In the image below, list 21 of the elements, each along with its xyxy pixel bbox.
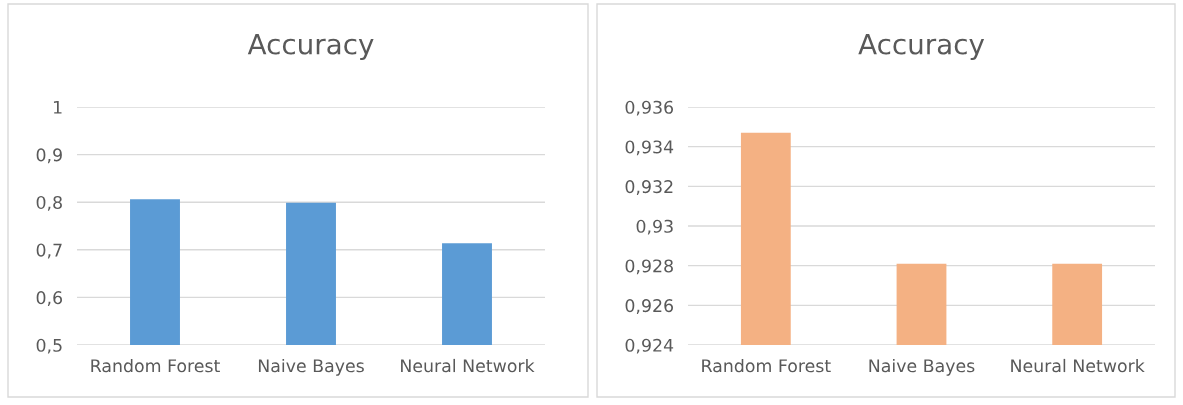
x-tick-label: Neural Network: [1011, 358, 1145, 373]
y-tick-label: 0,8: [36, 195, 62, 211]
x-tick-label: Neural Network: [401, 358, 535, 373]
y-tick-label: 0,926: [625, 299, 674, 314]
x-tick-label: Naive Bayes: [258, 358, 364, 376]
x-tick-label: Naive Bayes: [869, 358, 975, 376]
y-tick-label: 0,934: [625, 140, 674, 156]
y-tick-label: 1: [53, 100, 62, 114]
y-tick-label: 0,6: [36, 291, 63, 307]
x-tick-label: Random Forest: [702, 358, 831, 373]
y-tick-label: 0,928: [625, 259, 673, 275]
chart-title: Accuracy: [247, 33, 374, 60]
y-tick-label: 0,932: [625, 180, 673, 195]
y-tick-label: 0,936: [625, 100, 674, 116]
chart-title: Accuracy: [858, 33, 985, 60]
y-tick-label: 0,93: [636, 219, 673, 235]
y-tick-label: 0,924: [625, 338, 674, 354]
y-tick-label: 0,9: [36, 148, 62, 164]
y-tick-label: 0,5: [36, 338, 62, 354]
x-tick-label: Random Forest: [91, 358, 220, 373]
y-tick-label: 0,7: [36, 243, 62, 259]
